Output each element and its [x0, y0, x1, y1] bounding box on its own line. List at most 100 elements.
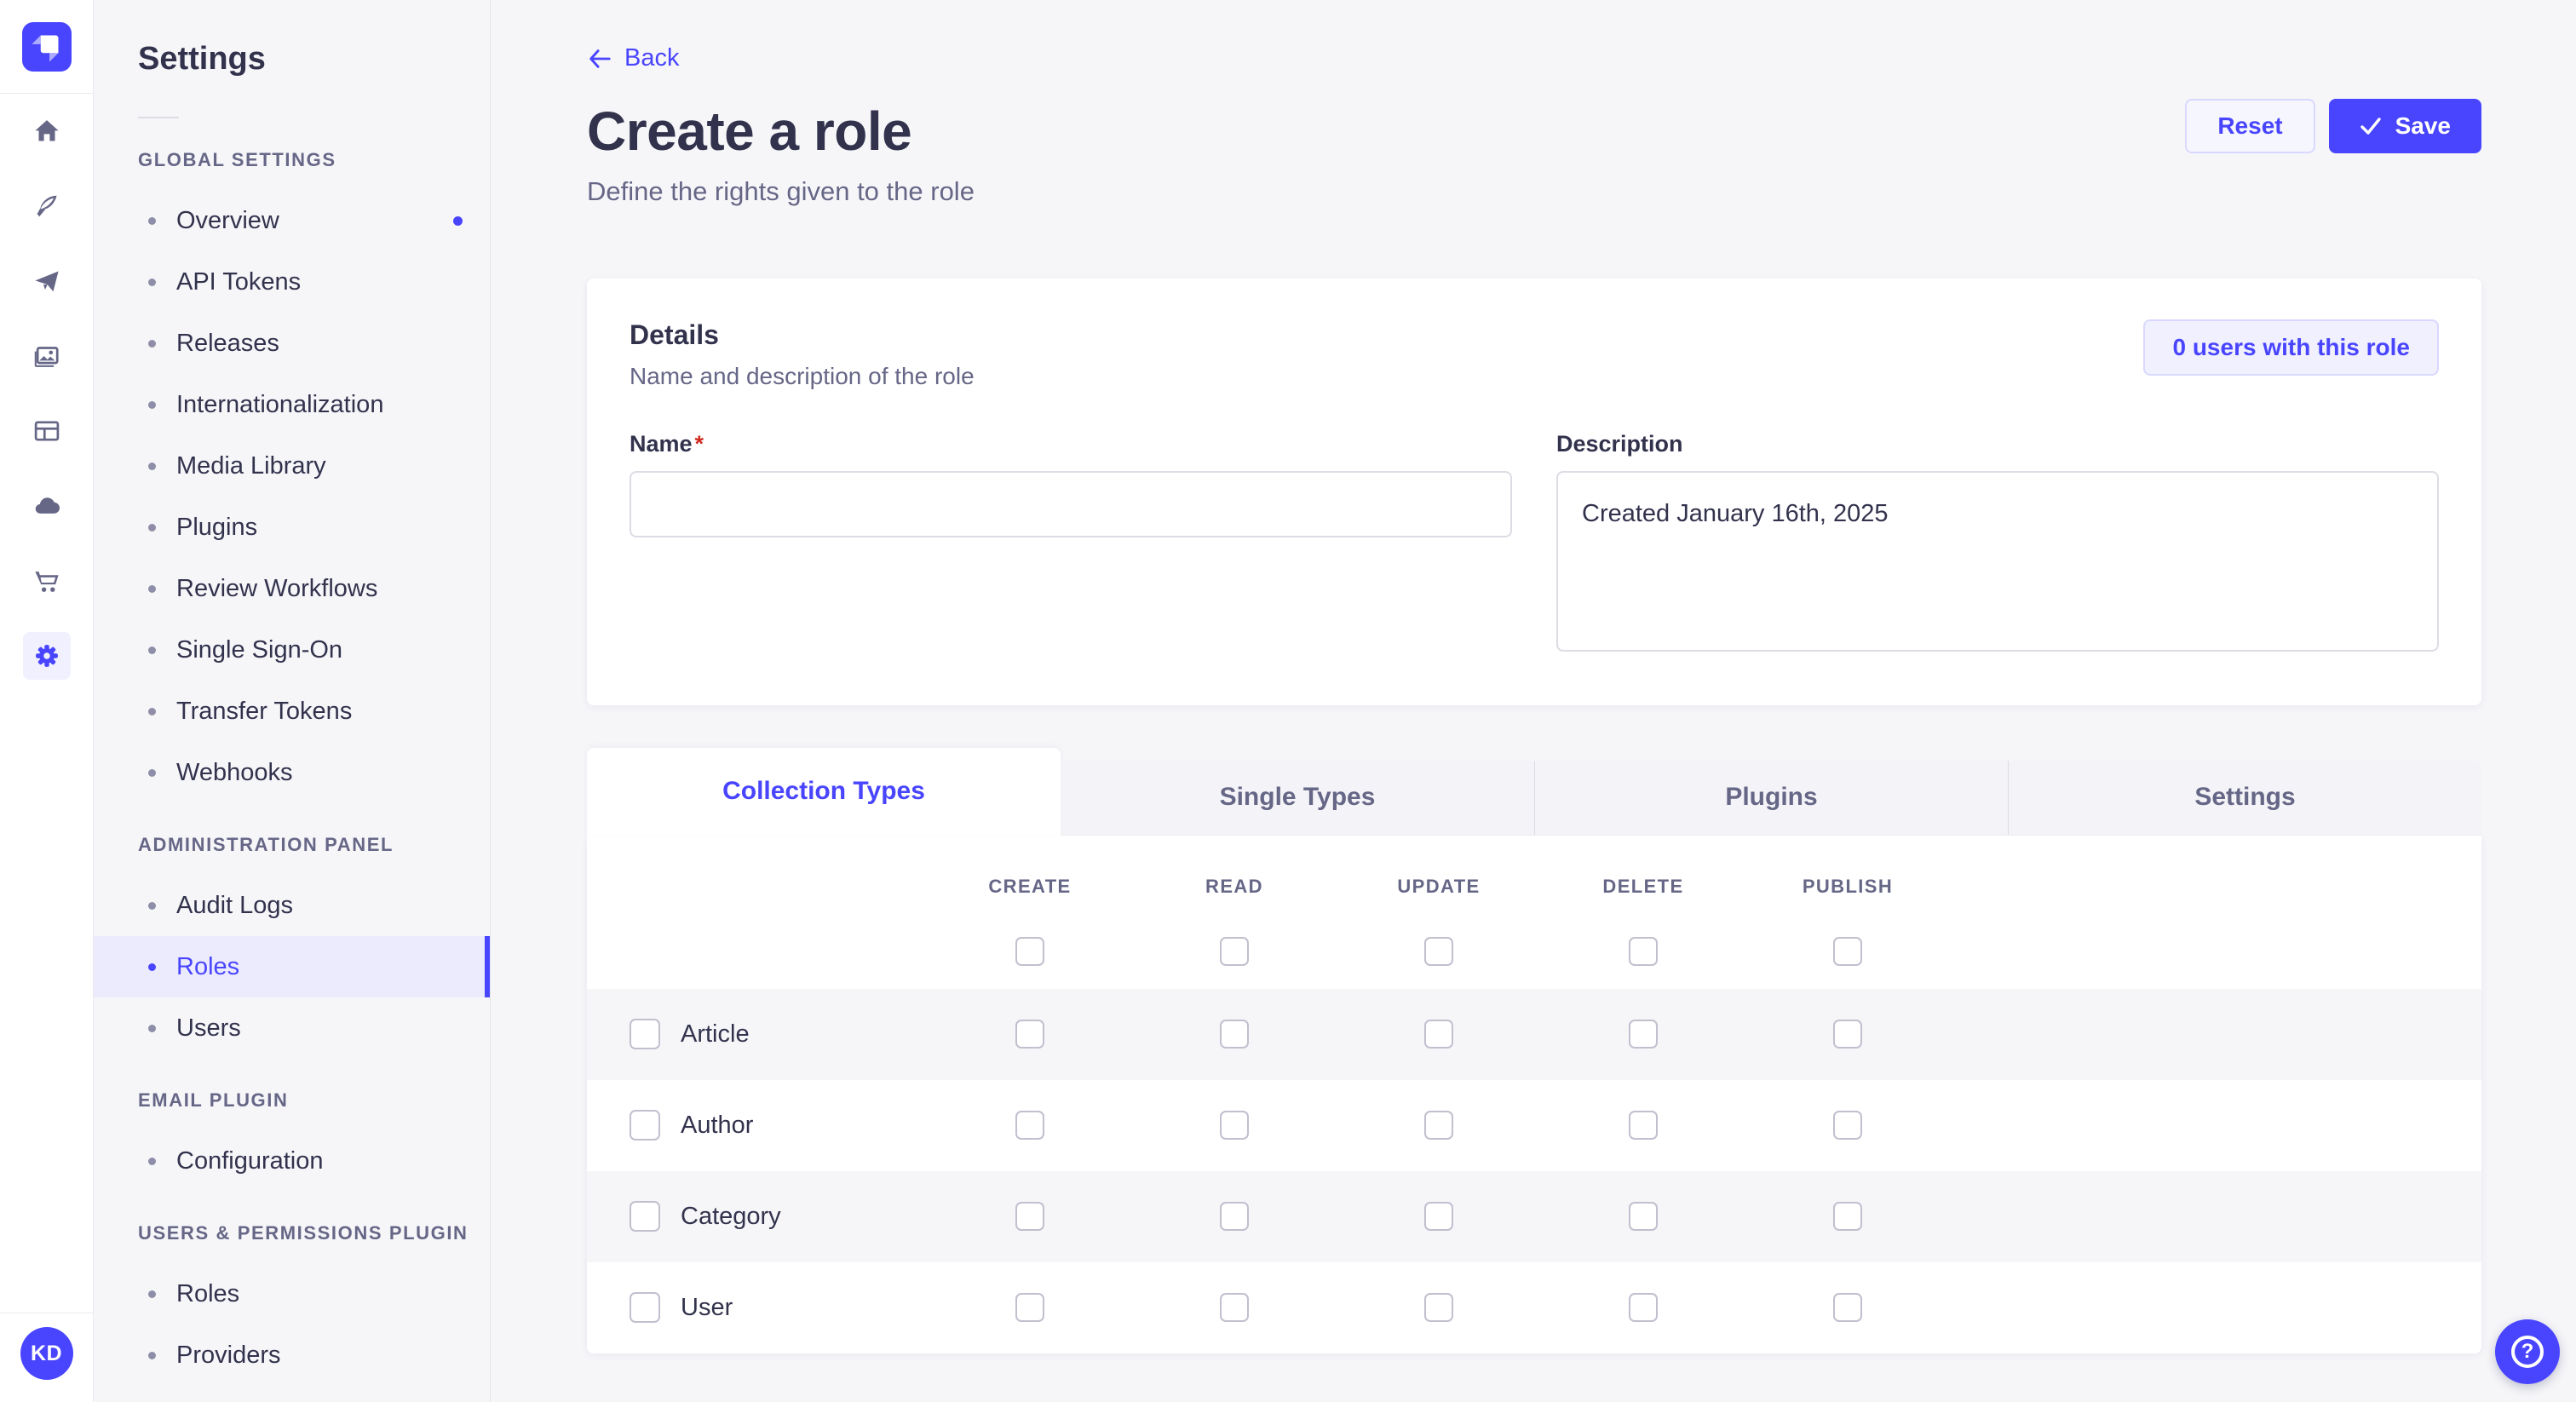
details-title: Details — [630, 319, 719, 350]
sidebar-item-api-tokens[interactable]: API Tokens — [94, 251, 490, 313]
sidebar-item-media-library[interactable]: Media Library — [94, 435, 490, 497]
feather-icon[interactable] — [23, 182, 71, 230]
article-read-checkbox[interactable] — [1220, 1020, 1249, 1049]
sidebar-item-review-workflows[interactable]: Review Workflows — [94, 558, 490, 619]
tab-plugins[interactable]: Plugins — [1534, 760, 2008, 836]
bullet-icon — [148, 962, 156, 971]
column-header-create: CREATE — [988, 875, 1072, 897]
column-header-update: UPDATE — [1397, 875, 1481, 897]
page-title: Create a role — [587, 100, 912, 162]
user-create-checkbox[interactable] — [1015, 1293, 1044, 1322]
images-icon[interactable] — [23, 332, 71, 380]
tab-settings[interactable]: Settings — [2008, 760, 2481, 836]
select-all-publish-checkbox[interactable] — [1833, 936, 1862, 966]
cart-icon[interactable] — [23, 557, 71, 605]
sidebar-item-internationalization[interactable]: Internationalization — [94, 374, 490, 435]
reset-button[interactable]: Reset — [2185, 99, 2315, 153]
details-card-titles: Details Name and description of the role — [630, 319, 975, 390]
column-header-delete: DELETE — [1602, 875, 1684, 897]
row-label[interactable]: Category — [681, 1202, 781, 1230]
section-label-users-permissions-plugin: USERS & PERMISSIONS PLUGIN — [138, 1222, 469, 1244]
back-link[interactable]: Back — [587, 44, 679, 72]
gear-icon[interactable] — [22, 632, 71, 680]
row-select-checkbox-author[interactable] — [630, 1110, 660, 1141]
category-delete-checkbox[interactable] — [1629, 1202, 1658, 1231]
permissions-card: Collection Types Single Types Plugins Se… — [587, 747, 2481, 1353]
category-create-checkbox[interactable] — [1015, 1202, 1044, 1231]
author-delete-checkbox[interactable] — [1629, 1111, 1658, 1140]
bullet-icon — [148, 1024, 156, 1032]
sidebar-item-webhooks[interactable]: Webhooks — [94, 742, 490, 803]
bullet-icon — [148, 462, 156, 470]
notification-dot — [453, 215, 463, 226]
users-with-role-button[interactable]: 0 users with this role — [2143, 319, 2439, 376]
sidebar-item-audit-logs[interactable]: Audit Logs — [94, 875, 490, 936]
sidebar-item-transfer-tokens[interactable]: Transfer Tokens — [94, 681, 490, 742]
row-label[interactable]: Author — [681, 1111, 754, 1139]
sidebar-item-users[interactable]: Users — [94, 997, 490, 1059]
bullet-icon — [148, 278, 156, 286]
sidebar-title-rule — [138, 117, 179, 118]
row-label[interactable]: User — [681, 1293, 733, 1321]
user-delete-checkbox[interactable] — [1629, 1293, 1658, 1322]
user-update-checkbox[interactable] — [1424, 1293, 1453, 1322]
sidebar-item-single-sign-on[interactable]: Single Sign-On — [94, 619, 490, 681]
article-create-checkbox[interactable] — [1015, 1020, 1044, 1049]
layout-icon[interactable] — [23, 407, 71, 455]
row-select-checkbox-category[interactable] — [630, 1201, 660, 1232]
author-update-checkbox[interactable] — [1424, 1111, 1453, 1140]
rail-divider — [0, 93, 94, 94]
sidebar-item-plugins[interactable]: Plugins — [94, 497, 490, 558]
select-all-create-checkbox[interactable] — [1015, 936, 1044, 966]
article-publish-checkbox[interactable] — [1833, 1020, 1862, 1049]
sidebar-item-overview[interactable]: Overview — [94, 190, 490, 251]
select-all-delete-checkbox[interactable] — [1629, 936, 1658, 966]
tab-single-types[interactable]: Single Types — [1061, 760, 1534, 836]
name-field-group: Name * — [630, 431, 1512, 656]
row-select-checkbox-user[interactable] — [630, 1292, 660, 1323]
author-create-checkbox[interactable] — [1015, 1111, 1044, 1140]
category-read-checkbox[interactable] — [1220, 1202, 1249, 1231]
row-label[interactable]: Article — [681, 1020, 750, 1048]
section-label-administration-panel: ADMINISTRATION PANEL — [138, 834, 394, 855]
user-read-checkbox[interactable] — [1220, 1293, 1249, 1322]
category-update-checkbox[interactable] — [1424, 1202, 1453, 1231]
section-users-permissions-plugin: Roles Providers — [94, 1263, 490, 1386]
sidebar-item-roles-up[interactable]: Roles — [94, 1263, 490, 1324]
bullet-icon — [148, 1290, 156, 1298]
column-labels-row: CREATE READ UPDATE DELETE PUBLISH — [587, 859, 2481, 914]
author-publish-checkbox[interactable] — [1833, 1111, 1862, 1140]
home-icon[interactable] — [23, 107, 71, 155]
rail-nav — [22, 107, 71, 707]
settings-sidebar: Settings GLOBAL SETTINGS Overview API To… — [94, 0, 491, 1402]
icon-rail: KD — [0, 0, 94, 1402]
sidebar-item-releases[interactable]: Releases — [94, 313, 490, 374]
category-publish-checkbox[interactable] — [1833, 1202, 1862, 1231]
row-select-checkbox-article[interactable] — [630, 1019, 660, 1049]
permissions-tabs: Collection Types Single Types Plugins Se… — [587, 747, 2481, 836]
select-all-update-checkbox[interactable] — [1424, 936, 1453, 966]
article-update-checkbox[interactable] — [1424, 1020, 1453, 1049]
author-read-checkbox[interactable] — [1220, 1111, 1249, 1140]
sidebar-item-providers[interactable]: Providers — [94, 1324, 490, 1386]
tab-collection-types[interactable]: Collection Types — [587, 747, 1061, 836]
sidebar-item-configuration[interactable]: Configuration — [94, 1130, 490, 1192]
save-button[interactable]: Save — [2328, 99, 2481, 153]
select-all-read-checkbox[interactable] — [1220, 936, 1249, 966]
article-delete-checkbox[interactable] — [1629, 1020, 1658, 1049]
bullet-icon — [148, 646, 156, 654]
sidebar-title: Settings — [138, 41, 266, 77]
user-publish-checkbox[interactable] — [1833, 1293, 1862, 1322]
cloud-icon[interactable] — [23, 482, 71, 530]
paper-plane-icon[interactable] — [23, 257, 71, 305]
column-header-publish: PUBLISH — [1802, 875, 1894, 897]
user-avatar[interactable]: KD — [20, 1327, 73, 1380]
description-textarea[interactable]: Created January 16th, 2025 — [1556, 470, 2439, 652]
name-input[interactable] — [630, 470, 1512, 537]
help-button[interactable]: ? — [2495, 1319, 2560, 1384]
sidebar-item-roles-admin[interactable]: Roles — [94, 936, 490, 997]
section-global-settings: Overview API Tokens Releases Internation… — [94, 190, 490, 803]
permissions-rows: Article Author — [587, 988, 2481, 1353]
permissions-table-header: CREATE READ UPDATE DELETE PUBLISH — [587, 836, 2481, 989]
strapi-logo[interactable] — [21, 22, 72, 72]
